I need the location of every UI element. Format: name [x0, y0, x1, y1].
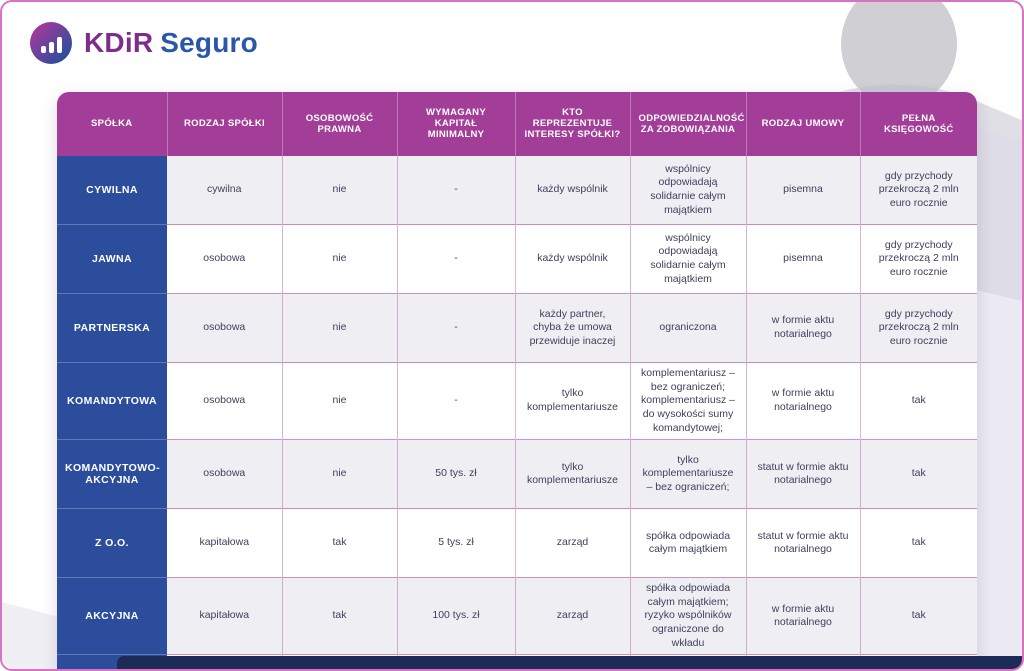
table-cell: w formie aktu notarialnego: [746, 577, 861, 655]
table-cell: statut w formie aktu notarialnego: [746, 508, 861, 578]
table-cell: komplementariusz – bez ograniczeń; kompl…: [630, 361, 747, 440]
table-cell: tak: [860, 577, 977, 655]
table-cell: tak: [860, 508, 977, 578]
row-label: KOMANDYTOWO-AKCYJNA: [57, 439, 167, 509]
table-cell: tak: [282, 577, 398, 655]
table-cell: kapitałowa: [167, 577, 283, 655]
table-cell: osobowa: [167, 361, 283, 440]
table-cell: zarząd: [515, 508, 631, 578]
table-cell: tylko komplementariusze: [515, 361, 631, 440]
table-cell: osobowa: [167, 439, 283, 509]
table-cell: gdy przychody przekroczą 2 mln euro rocz…: [860, 293, 977, 363]
table-cell: 5 tys. zł: [397, 508, 516, 578]
table-cell: każdy partner, chyba że umowa przewiduje…: [515, 293, 631, 363]
table-cell: tylko komplementariusze – bez ograniczeń…: [630, 439, 747, 509]
column-header: KTO REPREZENTUJE INTERESY SPÓŁKI?: [515, 92, 631, 156]
table-cell: gdy przychody przekroczą 2 mln euro rocz…: [860, 224, 977, 294]
table-cell: w formie aktu notarialnego: [746, 293, 861, 363]
table-cell: gdy przychody przekroczą 2 mln euro rocz…: [860, 155, 977, 225]
table-cell: tak: [860, 439, 977, 509]
table-cell: zarząd: [515, 577, 631, 655]
brand-name-secondary: Seguro: [160, 27, 258, 58]
table-cell: nie: [282, 224, 398, 294]
table-header: SPÓŁKA RODZAJ SPÓŁKI OSOBOWOŚĆ PRAWNA WYMAG…: [57, 92, 977, 156]
table-row: KOMANDYTOWA osobowa nie - tylko komplementar…: [57, 361, 977, 440]
bar-chart-icon: [40, 37, 62, 53]
table-cell: wspólnicy odpowiadają solidarnie całym m…: [630, 155, 747, 225]
table-row: KOMANDYTOWO-AKCYJNA osobowa nie 50 tys. zł t…: [57, 439, 977, 509]
table-cell: osobowa: [167, 293, 283, 363]
table-cell: -: [397, 155, 516, 225]
row-label: CYWILNA: [57, 155, 167, 225]
table-body: CYWILNA cywilna nie - każdy wspólnik wspólnic…: [57, 155, 977, 669]
table-cell: osobowa: [167, 224, 283, 294]
table-row: Z O.O. kapitałowa tak 5 tys. zł zarząd spółka…: [57, 508, 977, 578]
table-cell: tak: [282, 508, 398, 578]
footer-accent-bar: [117, 656, 1022, 669]
company-types-table-container: SPÓŁKA RODZAJ SPÓŁKI OSOBOWOŚĆ PRAWNA WYMAG…: [57, 92, 977, 669]
table-cell: kapitałowa: [167, 508, 283, 578]
table-row: PARTNERSKA osobowa nie - każdy partner, chyb…: [57, 293, 977, 363]
column-header: RODZAJ SPÓŁKI: [167, 92, 283, 156]
table-cell: spółka odpowiada całym majątkiem; ryzyko…: [630, 577, 747, 655]
table-cell: nie: [282, 293, 398, 363]
row-label: AKCYJNA: [57, 577, 167, 655]
table-cell: tak: [860, 361, 977, 440]
brand-title: KDiR Seguro: [84, 27, 258, 59]
row-label: PARTNERSKA: [57, 293, 167, 363]
table-cell: pisemna: [746, 224, 861, 294]
table-cell: wspólnicy odpowiadają solidarnie całym m…: [630, 224, 747, 294]
table-row: JAWNA osobowa nie - każdy wspólnik wspólnicy …: [57, 224, 977, 294]
table-cell: -: [397, 361, 516, 440]
column-header: SPÓŁKA: [57, 92, 168, 156]
brand-header: KDiR Seguro: [30, 22, 258, 64]
table-cell: statut w formie aktu notarialnego: [746, 439, 861, 509]
table-cell: -: [397, 293, 516, 363]
table-cell: nie: [282, 361, 398, 440]
table-cell: cywilna: [167, 155, 283, 225]
column-header: RODZAJ UMOWY: [746, 92, 861, 156]
column-header: PEŁNA KSIĘGOWOŚĆ: [860, 92, 977, 156]
table-cell: -: [397, 224, 516, 294]
table-cell: pisemna: [746, 155, 861, 225]
company-table: SPÓŁKA RODZAJ SPÓŁKI OSOBOWOŚĆ PRAWNA WYMAG…: [57, 92, 977, 669]
row-label: JAWNA: [57, 224, 167, 294]
table-cell: spółka odpowiada całym majątkiem: [630, 508, 747, 578]
table-cell: każdy wspólnik: [515, 224, 631, 294]
column-header: OSOBOWOŚĆ PRAWNA: [282, 92, 398, 156]
table-cell: ograniczona: [630, 293, 747, 363]
table-cell: 50 tys. zł: [397, 439, 516, 509]
row-label: KOMANDYTOWA: [57, 361, 167, 440]
row-label: Z O.O.: [57, 508, 167, 578]
column-header: WYMAGANY KAPITAŁ MINIMALNY: [397, 92, 516, 156]
table-cell: nie: [282, 155, 398, 225]
table-cell: nie: [282, 439, 398, 509]
brand-name-primary: KDiR: [84, 27, 154, 58]
table-cell: 100 tys. zł: [397, 577, 516, 655]
table-cell: w formie aktu notarialnego: [746, 361, 861, 440]
table-row: AKCYJNA kapitałowa tak 100 tys. zł zarząd spó…: [57, 577, 977, 655]
column-header: ODPOWIEDZIALNOŚĆ ZA ZOBOWIĄZANIA: [630, 92, 747, 156]
table-cell: każdy wspólnik: [515, 155, 631, 225]
table-row: CYWILNA cywilna nie - każdy wspólnik wspólnic…: [57, 155, 977, 225]
table-cell: tylko komplementariusze: [515, 439, 631, 509]
brand-logo: [30, 22, 72, 64]
header-row: SPÓŁKA RODZAJ SPÓŁKI OSOBOWOŚĆ PRAWNA WYMAG…: [57, 92, 977, 156]
